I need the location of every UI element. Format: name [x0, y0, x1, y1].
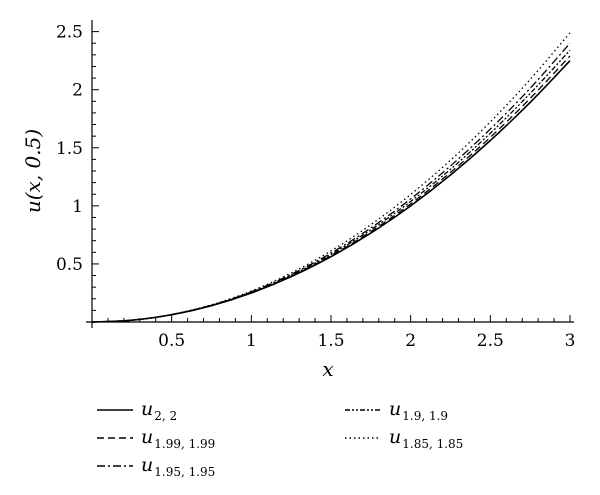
series-line-1-9-1-9 — [91, 49, 571, 323]
legend-item: u1.85, 1.85 — [345, 426, 463, 451]
y-tick-label: 1 — [72, 197, 83, 217]
x-tick-label: 2.5 — [477, 331, 504, 351]
legend-item: u2, 2 — [97, 398, 177, 423]
y-tick-label: 0.5 — [56, 255, 83, 275]
x-tick-label: 2 — [405, 331, 416, 351]
series-line-1-99-1-99 — [91, 55, 571, 323]
x-tick-label: 1.5 — [317, 331, 344, 351]
x-axis-label: x — [322, 357, 333, 381]
y-tick-label: 2.5 — [56, 23, 83, 43]
axes — [86, 20, 574, 328]
y-tick-label: 1.5 — [56, 139, 83, 159]
legend-label: u1.99, 1.99 — [141, 426, 215, 451]
legend-label: u1.9, 1.9 — [389, 398, 448, 423]
x-tick-label: 0.5 — [158, 331, 185, 351]
legend-item: u1.99, 1.99 — [97, 426, 215, 451]
legend-label: u1.85, 1.85 — [389, 426, 463, 451]
series-line-1-85-1-85 — [91, 32, 571, 323]
axis-labels: x u(x, 0.5) — [21, 129, 334, 381]
y-axis-label: u(x, 0.5) — [21, 129, 45, 213]
legend-label: u1.95, 1.95 — [141, 454, 215, 479]
x-tick-label: 3 — [565, 331, 576, 351]
series-lines — [91, 32, 571, 323]
legend: u2, 2 u1.99, 1.99 u1.95, 1.95 u1.9, 1.9 u1.8… — [97, 398, 463, 479]
series-line-1-95-1-95 — [91, 42, 571, 323]
series-line-2-2 — [91, 60, 571, 323]
legend-item: u1.95, 1.95 — [97, 454, 215, 479]
y-tick-label: 2 — [72, 81, 83, 101]
x-tick-label: 1 — [246, 331, 257, 351]
ticks: 0.5 1 1.5 2 2.5 3 0.5 1 1.5 2 2.5 — [56, 23, 575, 351]
legend-item: u1.9, 1.9 — [345, 398, 448, 423]
legend-label: u2, 2 — [141, 398, 177, 423]
